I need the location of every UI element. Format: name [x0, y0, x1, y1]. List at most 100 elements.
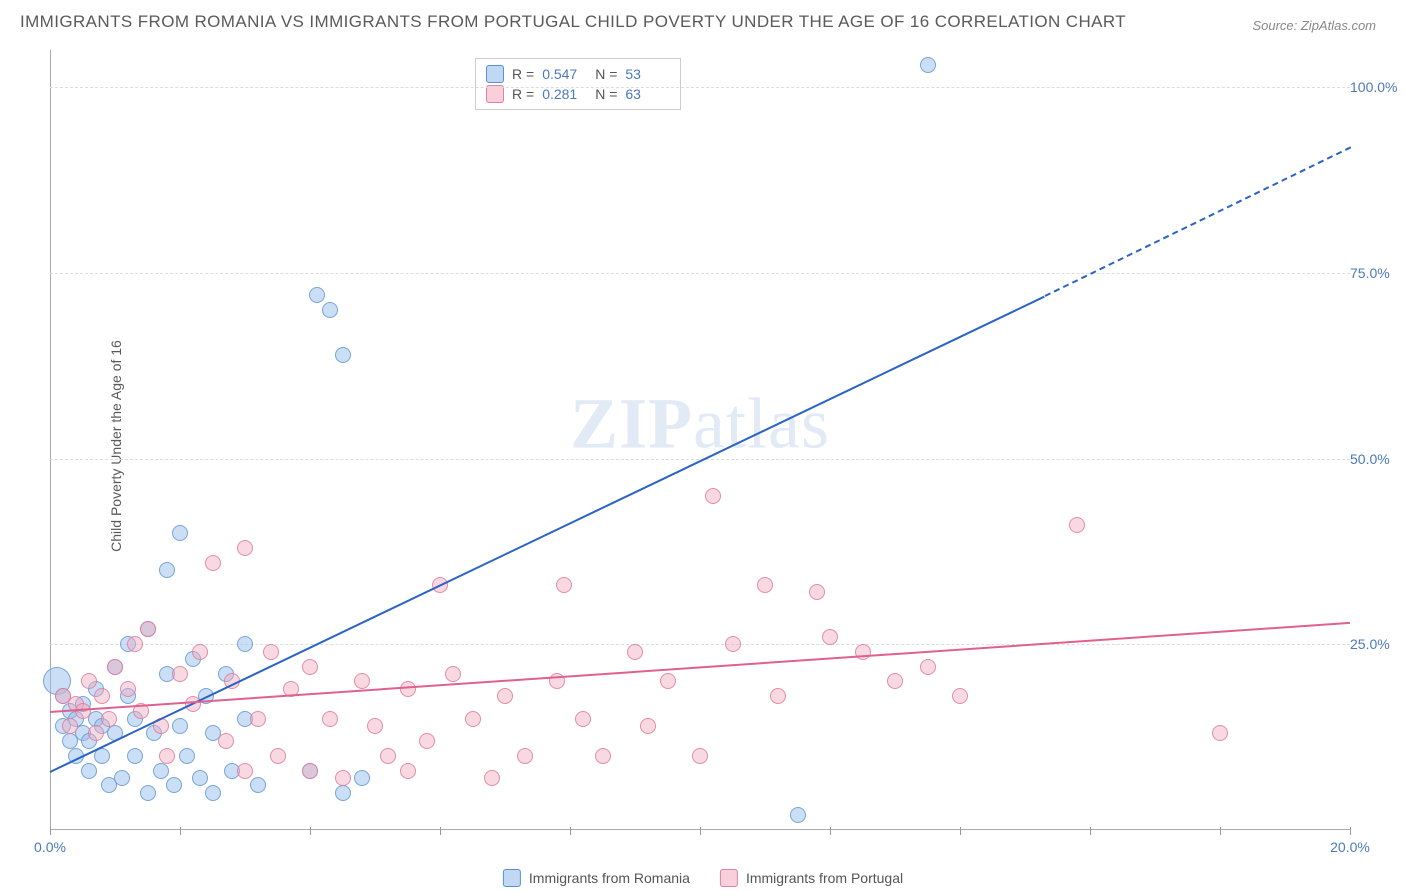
legend-item: Immigrants from Portugal — [720, 869, 903, 887]
r-value: 0.281 — [542, 86, 587, 102]
data-point — [380, 748, 396, 764]
data-point — [920, 57, 936, 73]
data-point — [88, 725, 104, 741]
data-point — [497, 688, 513, 704]
data-point — [172, 525, 188, 541]
data-point — [309, 287, 325, 303]
x-tick-mark — [50, 827, 51, 835]
data-point — [640, 718, 656, 734]
x-tick-mark — [180, 827, 181, 835]
data-point — [809, 584, 825, 600]
chart-title: IMMIGRANTS FROM ROMANIA VS IMMIGRANTS FR… — [20, 12, 1126, 32]
data-point — [263, 644, 279, 660]
watermark-rest: atlas — [693, 384, 830, 464]
legend-bottom: Immigrants from Romania Immigrants from P… — [503, 869, 903, 887]
data-point — [354, 673, 370, 689]
data-point — [127, 636, 143, 652]
r-value: 0.547 — [542, 66, 587, 82]
data-point — [517, 748, 533, 764]
data-point — [302, 763, 318, 779]
legend-stat-row: R = 0.547 N = 53 — [486, 65, 670, 83]
watermark-bold: ZIP — [570, 384, 693, 464]
n-value: 63 — [625, 86, 670, 102]
data-point — [887, 673, 903, 689]
data-point — [1212, 725, 1228, 741]
watermark: ZIPatlas — [570, 383, 830, 466]
data-point — [81, 673, 97, 689]
x-tick-label: 20.0% — [1330, 839, 1370, 855]
data-point — [159, 562, 175, 578]
data-point — [205, 785, 221, 801]
data-point — [400, 763, 416, 779]
data-point — [302, 659, 318, 675]
data-point — [595, 748, 611, 764]
r-label: R = — [512, 66, 534, 82]
data-point — [81, 763, 97, 779]
legend-label: Immigrants from Portugal — [746, 870, 903, 886]
data-point — [218, 733, 234, 749]
data-point — [354, 770, 370, 786]
legend-item: Immigrants from Romania — [503, 869, 690, 887]
x-tick-mark — [700, 827, 701, 835]
y-tick-label: 75.0% — [1350, 265, 1400, 281]
x-tick-mark — [310, 827, 311, 835]
data-point — [725, 636, 741, 652]
data-point — [153, 763, 169, 779]
x-tick-mark — [570, 827, 571, 835]
legend-stats-box: R =0.547N =53R =0.281N =63 — [475, 58, 681, 110]
data-point — [705, 488, 721, 504]
trend-line-romania-dash — [1044, 147, 1350, 297]
data-point — [250, 777, 266, 793]
x-tick-label: 0.0% — [34, 839, 66, 855]
data-point — [770, 688, 786, 704]
data-point — [166, 777, 182, 793]
data-point — [237, 540, 253, 556]
y-tick-label: 100.0% — [1350, 79, 1400, 95]
y-tick-label: 50.0% — [1350, 451, 1400, 467]
data-point — [335, 770, 351, 786]
data-point — [322, 711, 338, 727]
data-point — [1069, 517, 1085, 533]
data-point — [237, 636, 253, 652]
data-point — [140, 621, 156, 637]
x-tick-mark — [830, 827, 831, 835]
data-point — [556, 577, 572, 593]
data-point — [127, 748, 143, 764]
data-point — [172, 718, 188, 734]
data-point — [192, 644, 208, 660]
n-value: 53 — [625, 66, 670, 82]
data-point — [62, 718, 78, 734]
legend-swatch — [720, 869, 738, 887]
x-tick-mark — [1220, 827, 1221, 835]
data-point — [107, 659, 123, 675]
x-tick-mark — [1090, 827, 1091, 835]
data-point — [114, 770, 130, 786]
r-label: R = — [512, 86, 534, 102]
data-point — [250, 711, 266, 727]
source-label: Source: ZipAtlas.com — [1252, 18, 1376, 33]
data-point — [335, 785, 351, 801]
data-point — [920, 659, 936, 675]
data-point — [419, 733, 435, 749]
gridline-h — [50, 273, 1350, 274]
data-point — [445, 666, 461, 682]
data-point — [140, 785, 156, 801]
data-point — [94, 688, 110, 704]
gridline-h — [50, 87, 1350, 88]
n-label: N = — [595, 66, 617, 82]
scatter-plot: ZIPatlas R =0.547N =53R =0.281N =63 25.0… — [50, 50, 1350, 830]
x-tick-mark — [1350, 827, 1351, 835]
data-point — [790, 807, 806, 823]
data-point — [367, 718, 383, 734]
data-point — [101, 711, 117, 727]
data-point — [952, 688, 968, 704]
data-point — [757, 577, 773, 593]
data-point — [484, 770, 500, 786]
y-tick-label: 25.0% — [1350, 636, 1400, 652]
x-tick-mark — [960, 827, 961, 835]
legend-label: Immigrants from Romania — [529, 870, 690, 886]
data-point — [575, 711, 591, 727]
y-axis-line — [50, 50, 51, 830]
data-point — [159, 748, 175, 764]
data-point — [822, 629, 838, 645]
